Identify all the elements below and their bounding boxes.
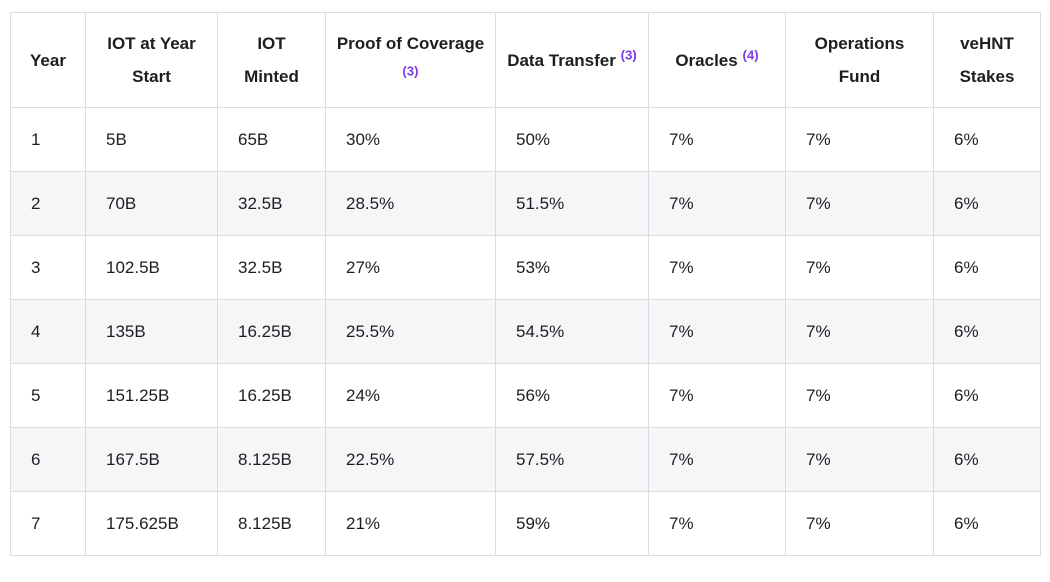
table-row: 4 135B 16.25B 25.5% 54.5% 7% 7% 6% xyxy=(10,299,1041,365)
cell-operations-fund: 7% xyxy=(785,491,934,557)
cell-operations-fund: 7% xyxy=(785,299,934,365)
cell-iot-at-year-start: 135B xyxy=(85,299,218,365)
table-row: 1 5B 65B 30% 50% 7% 7% 6% xyxy=(10,107,1041,173)
iot-emissions-table: Year IOT at Year Start IOT Minted Proof of … xyxy=(10,11,1041,557)
column-header-label: Proof of Coverage xyxy=(336,34,485,53)
cell-year: 5 xyxy=(10,363,86,429)
cell-vehnt-stakes: 6% xyxy=(933,299,1041,365)
table-header: Year IOT at Year Start IOT Minted Proof of … xyxy=(10,11,1041,109)
cell-proof-of-coverage: 24% xyxy=(325,363,496,429)
column-header-label: Oracles xyxy=(675,50,738,70)
table-row: 2 70B 32.5B 28.5% 51.5% 7% 7% 6% xyxy=(10,171,1041,237)
cell-oracles: 7% xyxy=(648,427,786,493)
column-header-iot-at-year-start: IOT at Year Start xyxy=(85,11,218,109)
cell-year: 4 xyxy=(10,299,86,365)
cell-iot-at-year-start: 102.5B xyxy=(85,235,218,301)
cell-vehnt-stakes: 6% xyxy=(933,171,1041,237)
cell-data-transfer: 54.5% xyxy=(495,299,649,365)
cell-iot-at-year-start: 151.25B xyxy=(85,363,218,429)
cell-year: 6 xyxy=(10,427,86,493)
column-header-oracles: Oracles (4) xyxy=(648,11,786,109)
cell-vehnt-stakes: 6% xyxy=(933,491,1041,557)
cell-oracles: 7% xyxy=(648,235,786,301)
table-row: 6 167.5B 8.125B 22.5% 57.5% 7% 7% 6% xyxy=(10,427,1041,493)
cell-operations-fund: 7% xyxy=(785,107,934,173)
table-body: 1 5B 65B 30% 50% 7% 7% 6% 2 70B 32.5B 28.5% 51.5% 7% 7… xyxy=(10,107,1041,557)
table-row: 7 175.625B 8.125B 21% 59% 7% 7% 6% xyxy=(10,491,1041,557)
table-row: 3 102.5B 32.5B 27% 53% 7% 7% 6% xyxy=(10,235,1041,301)
column-header-operations-fund: Operations Fund xyxy=(785,11,934,109)
cell-iot-at-year-start: 5B xyxy=(85,107,218,173)
column-header-vehnt-stakes: veHNT Stakes xyxy=(933,11,1041,109)
cell-operations-fund: 7% xyxy=(785,363,934,429)
cell-iot-minted: 8.125B xyxy=(217,427,326,493)
column-header-label: veHNT Stakes xyxy=(959,34,1015,87)
cell-vehnt-stakes: 6% xyxy=(933,235,1041,301)
cell-data-transfer: 53% xyxy=(495,235,649,301)
column-header-label: IOT at Year Start xyxy=(107,34,196,87)
cell-year: 7 xyxy=(10,491,86,557)
cell-year: 3 xyxy=(10,235,86,301)
column-header-label: IOT Minted xyxy=(244,34,299,87)
cell-data-transfer: 57.5% xyxy=(495,427,649,493)
cell-proof-of-coverage: 28.5% xyxy=(325,171,496,237)
cell-iot-minted: 16.25B xyxy=(217,299,326,365)
cell-data-transfer: 51.5% xyxy=(495,171,649,237)
cell-iot-minted: 8.125B xyxy=(217,491,326,557)
column-header-label: Year xyxy=(30,50,66,70)
column-header-label: Data Transfer xyxy=(507,50,616,70)
column-header-iot-minted: IOT Minted xyxy=(217,11,326,109)
footnote-ref[interactable]: (3) xyxy=(620,46,637,62)
cell-iot-minted: 32.5B xyxy=(217,235,326,301)
cell-iot-at-year-start: 175.625B xyxy=(85,491,218,557)
cell-proof-of-coverage: 30% xyxy=(325,107,496,173)
cell-vehnt-stakes: 6% xyxy=(933,363,1041,429)
cell-iot-at-year-start: 167.5B xyxy=(85,427,218,493)
column-header-label: Operations Fund xyxy=(814,34,905,87)
cell-vehnt-stakes: 6% xyxy=(933,427,1041,493)
cell-proof-of-coverage: 27% xyxy=(325,235,496,301)
cell-data-transfer: 50% xyxy=(495,107,649,173)
cell-oracles: 7% xyxy=(648,299,786,365)
cell-iot-minted: 16.25B xyxy=(217,363,326,429)
cell-data-transfer: 56% xyxy=(495,363,649,429)
cell-vehnt-stakes: 6% xyxy=(933,107,1041,173)
cell-year: 1 xyxy=(10,107,86,173)
footnote-ref[interactable]: (3) xyxy=(402,63,419,79)
cell-operations-fund: 7% xyxy=(785,427,934,493)
cell-iot-minted: 32.5B xyxy=(217,171,326,237)
cell-proof-of-coverage: 22.5% xyxy=(325,427,496,493)
cell-proof-of-coverage: 21% xyxy=(325,491,496,557)
cell-oracles: 7% xyxy=(648,107,786,173)
cell-oracles: 7% xyxy=(648,171,786,237)
cell-year: 2 xyxy=(10,171,86,237)
column-header-proof-of-coverage: Proof of Coverage (3) xyxy=(325,11,496,109)
table-row: 5 151.25B 16.25B 24% 56% 7% 7% 6% xyxy=(10,363,1041,429)
cell-operations-fund: 7% xyxy=(785,235,934,301)
cell-oracles: 7% xyxy=(648,363,786,429)
cell-iot-at-year-start: 70B xyxy=(85,171,218,237)
column-header-year: Year xyxy=(10,11,86,109)
header-row: Year IOT at Year Start IOT Minted Proof of … xyxy=(10,11,1041,109)
cell-iot-minted: 65B xyxy=(217,107,326,173)
footnote-ref[interactable]: (4) xyxy=(742,46,759,62)
cell-operations-fund: 7% xyxy=(785,171,934,237)
cell-proof-of-coverage: 25.5% xyxy=(325,299,496,365)
cell-data-transfer: 59% xyxy=(495,491,649,557)
column-header-data-transfer: Data Transfer (3) xyxy=(495,11,649,109)
cell-oracles: 7% xyxy=(648,491,786,557)
